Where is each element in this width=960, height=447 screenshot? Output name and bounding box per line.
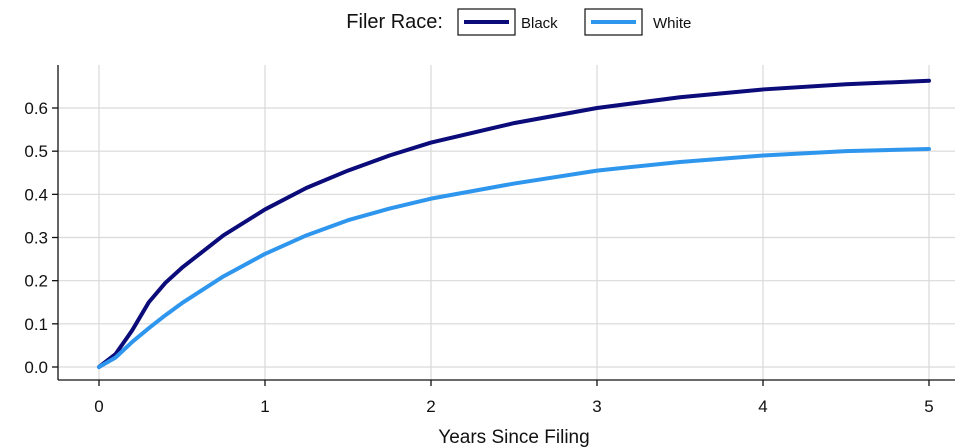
x-tick-label-5: 5 (924, 397, 933, 416)
series-line-white (97, 147, 931, 369)
x-axis-title: Years Since Filing (438, 427, 589, 447)
y-tick-label-6: 0.6 (24, 99, 48, 118)
y-tick-label-5: 0.5 (24, 142, 48, 161)
gridlines (58, 65, 955, 380)
y-tick-label-2: 0.2 (24, 272, 48, 291)
legend-label-black: Black (521, 15, 558, 32)
legend-item-white: White (584, 8, 691, 36)
x-tick-label-3: 3 (592, 397, 601, 416)
y-tick-label-4: 0.4 (24, 185, 48, 204)
y-tick-label-0: 0.0 (24, 358, 48, 377)
x-tick-label-0: 0 (94, 397, 103, 416)
legend: Filer Race: Black White (346, 8, 691, 36)
x-tick-label-1: 1 (260, 397, 269, 416)
x-tick-label-4: 4 (758, 397, 767, 416)
legend-item-black: Black (457, 8, 558, 36)
x-tick-label-2: 2 (426, 397, 435, 416)
y-tick-label-3: 0.3 (24, 229, 48, 248)
y-tick-label-1: 0.1 (24, 315, 48, 334)
series-line-black (97, 78, 931, 369)
axes: 0.0 0.1 0.2 0.3 0.4 0.5 0.6 0 1 2 3 4 5 (24, 65, 955, 416)
series-lines (97, 78, 931, 369)
legend-title: Filer Race: (346, 11, 443, 33)
legend-label-white: White (653, 15, 691, 32)
